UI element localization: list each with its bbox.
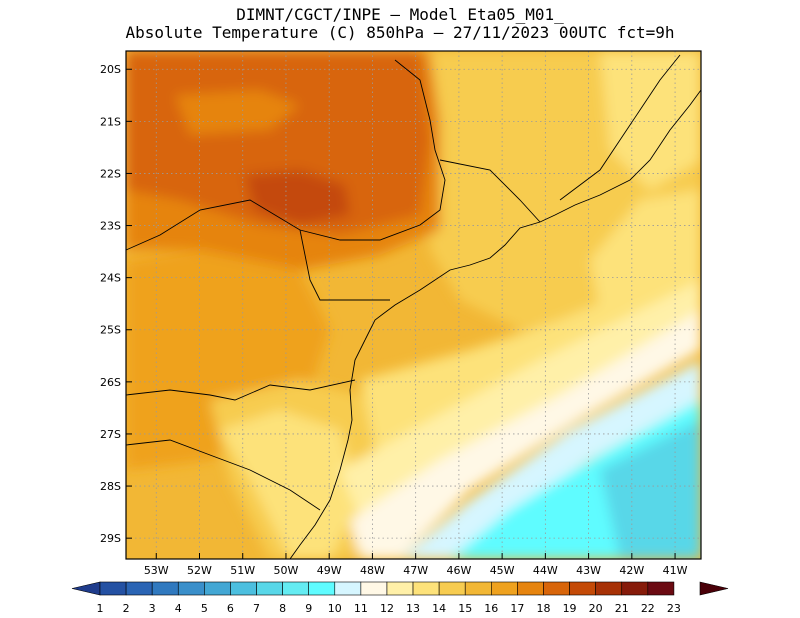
- lon-label: 50W: [274, 564, 299, 577]
- lon-label: 52W: [187, 564, 212, 577]
- lat-label: 25S: [100, 324, 121, 337]
- latitude-labels: 20S 21S 22S 23S 24S 25S 26S 27S 28S 29S: [100, 63, 132, 545]
- colorbar: [71, 581, 729, 596]
- colorbar-label: 10: [328, 602, 342, 615]
- lon-label: 43W: [576, 564, 601, 577]
- colorbar-label: 5: [201, 602, 208, 615]
- coastline-south: [289, 339, 366, 559]
- lat-label: 20S: [100, 63, 121, 76]
- lat-label: 26S: [100, 376, 121, 389]
- colorbar-segment: [256, 581, 283, 596]
- colorbar-labels: 1 2 3 4 5 6 7 8 9 10 11 12 13 14 15 16 17 18 19 20 21 22 23: [97, 602, 681, 615]
- lat-label: 23S: [100, 220, 121, 233]
- colorbar-segment: [177, 581, 205, 596]
- colorbar-label: 12: [380, 602, 394, 615]
- colorbar-label: 3: [149, 602, 156, 615]
- colorbar-label: 18: [536, 602, 550, 615]
- colorbar-arrow-low: [71, 581, 101, 596]
- colorbar-segment: [308, 581, 336, 596]
- colorbar-segment: [204, 581, 231, 596]
- map-title: DIMNT/CGCT/INPE – Model Eta05_M01_: [236, 5, 564, 24]
- colorbar-segment: [230, 581, 257, 596]
- border-es: [559, 54, 681, 201]
- colorbar-label: 9: [305, 602, 312, 615]
- colorbar-label: 8: [279, 602, 286, 615]
- colorbar-segment: [569, 581, 596, 596]
- lat-label: 28S: [100, 480, 121, 493]
- lon-label: 46W: [446, 564, 471, 577]
- colorbar-segment: [334, 581, 362, 596]
- colorbar-label: 19: [563, 602, 577, 615]
- colorbar-segment: [151, 581, 179, 596]
- lon-label: 41W: [663, 564, 688, 577]
- lon-label: 51W: [230, 564, 255, 577]
- colorbar-label: 21: [615, 602, 629, 615]
- graticule: [126, 51, 701, 559]
- field-core-20: [245, 170, 350, 225]
- field-east-14: [600, 51, 701, 190]
- colorbar-segment: [647, 581, 675, 596]
- colorbar-arrow-high: [699, 581, 729, 596]
- lon-label: 49W: [317, 564, 342, 577]
- field-coast-14: [220, 410, 360, 559]
- border-pr-sc: [126, 379, 356, 401]
- colorbar-segment: [386, 581, 414, 596]
- lat-label: 22S: [100, 167, 121, 180]
- colorbar-segment: [99, 581, 127, 596]
- lat-label: 29S: [100, 532, 121, 545]
- colorbar-segment: [517, 581, 544, 596]
- colorbar-label: 23: [667, 602, 681, 615]
- boundaries: [126, 54, 701, 559]
- lat-label: 27S: [100, 428, 121, 441]
- lon-label: 42W: [619, 564, 644, 577]
- coastline-north: [364, 89, 701, 341]
- colorbar-segment: [412, 581, 440, 596]
- colorbar-label: 11: [354, 602, 368, 615]
- field-band-13: [340, 280, 701, 520]
- colorbar-segment: [125, 581, 153, 596]
- border-mg-rj: [439, 159, 541, 223]
- colorbar-label: 16: [484, 602, 498, 615]
- lon-label: 45W: [490, 564, 515, 577]
- lon-label: 48W: [360, 564, 385, 577]
- map-frame: [125, 50, 702, 560]
- field-band-11: [400, 360, 701, 559]
- colorbar-label: 7: [253, 602, 260, 615]
- longitude-labels: 53W 52W 51W 50W 49W 48W 47W 46W 45W 44W 43W 42W 41W: [144, 553, 688, 577]
- field-band-12: [350, 310, 701, 559]
- colorbar-label: 14: [432, 602, 446, 615]
- colorbar-segment: [491, 581, 518, 596]
- lat-label: 21S: [100, 115, 121, 128]
- colorbar-segment: [543, 581, 570, 596]
- colorbar-label: 22: [641, 602, 655, 615]
- field-n-18: [175, 90, 300, 135]
- colorbar-label: 2: [123, 602, 130, 615]
- colorbar-segment: [282, 581, 309, 596]
- colorbar-label: 15: [458, 602, 472, 615]
- colorbar-label: 4: [175, 602, 182, 615]
- map-subtitle: Absolute Temperature (C) 850hPa – 27/11/…: [125, 23, 675, 42]
- colorbar-label: 13: [406, 602, 420, 615]
- temperature-field: [126, 51, 701, 559]
- border-sc-rs: [126, 439, 321, 511]
- colorbar-segment: [464, 581, 492, 596]
- border-pr-sp: [299, 229, 390, 301]
- field-ocean-9: [600, 420, 701, 559]
- colorbar-segment: [438, 581, 466, 596]
- colorbar-segment: [595, 581, 623, 596]
- lon-label: 44W: [533, 564, 558, 577]
- lat-label: 24S: [100, 272, 121, 285]
- colorbar-label: 6: [227, 602, 234, 615]
- colorbar-label: 20: [589, 602, 603, 615]
- border-sp: [126, 59, 446, 251]
- colorbar-label: 17: [510, 602, 524, 615]
- colorbar-label: 1: [97, 602, 104, 615]
- colorbar-segment: [621, 581, 649, 596]
- lon-label: 47W: [403, 564, 428, 577]
- lon-label: 53W: [144, 564, 169, 577]
- colorbar-segment: [360, 581, 388, 596]
